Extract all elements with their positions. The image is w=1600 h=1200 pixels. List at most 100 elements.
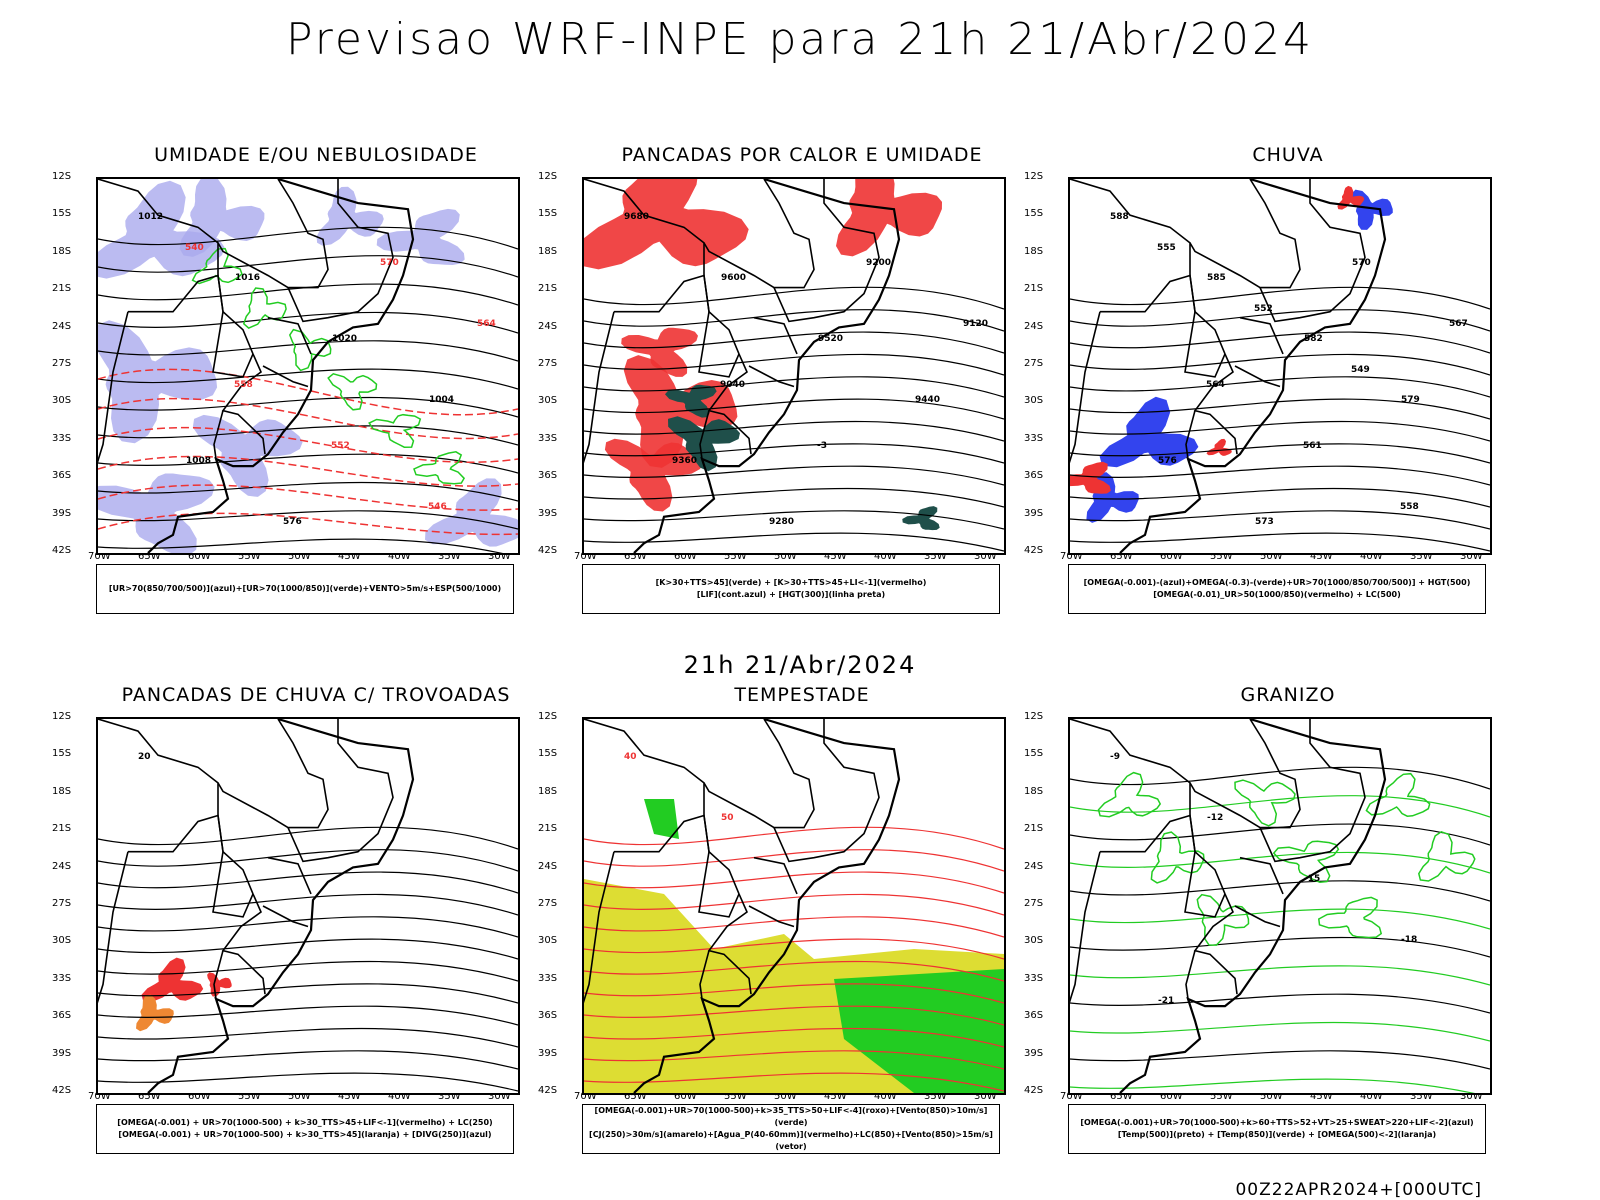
temp850-contour bbox=[1196, 893, 1250, 946]
coastline bbox=[633, 179, 901, 553]
thickness-line bbox=[98, 397, 518, 440]
lat-tick-label: 27S bbox=[1024, 898, 1044, 909]
contour-line bbox=[98, 311, 518, 334]
contour-line bbox=[584, 960, 1004, 982]
thickness-line bbox=[98, 455, 518, 487]
lat-tick-label: 36S bbox=[1024, 1010, 1044, 1022]
lat-tick-label: 30S bbox=[1024, 935, 1044, 947]
lon-tick-label: 40W bbox=[388, 551, 411, 562]
contour-line bbox=[584, 1027, 1004, 1048]
contour-label: 579 bbox=[1401, 395, 1420, 405]
border-line bbox=[262, 365, 309, 388]
thunderstorm-area bbox=[141, 957, 204, 1002]
wind-area bbox=[834, 969, 1004, 1093]
panel-hail: GRANIZO 12S 15S 18S 21S 24S 27S 30S 33S 36S 39S 42S… bbox=[1024, 684, 1528, 1154]
lon-tick-label: 70W bbox=[574, 551, 597, 562]
contour-line bbox=[1070, 908, 1490, 930]
contour-line bbox=[1070, 286, 1490, 310]
border-line bbox=[699, 950, 710, 1000]
coastline bbox=[1119, 179, 1387, 553]
lon-tick-label: 45W bbox=[1310, 551, 1333, 562]
legend-line: [CJ(250)>30m/s](amarelo)+[Agua_P(40-60mm… bbox=[589, 1130, 993, 1151]
border-line bbox=[98, 851, 129, 1004]
lon-tick-label: 35W bbox=[924, 551, 947, 562]
lon-tick-label: 60W bbox=[1160, 551, 1183, 562]
contour-line bbox=[1070, 420, 1490, 442]
contour-line bbox=[1070, 993, 1490, 1014]
contour-label: 582 bbox=[1304, 334, 1323, 344]
contour-label: 40 bbox=[624, 752, 637, 762]
lat-tick-label: 18S bbox=[52, 245, 72, 257]
lat-tick-label: 27S bbox=[52, 358, 72, 369]
contour-label: 552 bbox=[1254, 304, 1273, 314]
contour-label: 576 bbox=[1158, 456, 1177, 466]
border-line bbox=[584, 719, 752, 995]
panel-storm: TEMPESTADE 12S 15S 18S 21S 24S 27S 30S 33S 36S 39S… bbox=[538, 684, 1042, 1154]
border-line bbox=[753, 316, 798, 355]
lat-tick-label: 24S bbox=[1024, 860, 1044, 872]
contour-line bbox=[584, 1005, 1004, 1026]
humidity-contour bbox=[191, 247, 243, 285]
contour-label: 570 bbox=[1352, 258, 1371, 268]
contour-label: 9280 bbox=[769, 517, 794, 527]
panel-legend: [OMEGA(-0.001) + UR>70(1000-500) + k>30_… bbox=[96, 1104, 514, 1154]
lat-tick-label: 39S bbox=[538, 507, 558, 519]
lon-tick-label: 30W bbox=[488, 1091, 511, 1102]
lat-tick-label: 27S bbox=[1024, 358, 1044, 369]
contour-line bbox=[1070, 823, 1490, 846]
lon-tick-label: 50W bbox=[774, 1091, 797, 1102]
contour-label: -3 bbox=[817, 441, 827, 451]
contour-label: 570 bbox=[380, 258, 399, 268]
contour-line bbox=[98, 938, 518, 960]
panel-legend: [OMEGA(-0.001)-(azul)+OMEGA(-0.3)-(verde… bbox=[1068, 564, 1486, 614]
map-rain: 588 585 582 579 576 573 570 567 564 561 558 555 552 5… bbox=[1068, 177, 1492, 555]
lat-tick-label: 24S bbox=[538, 860, 558, 872]
lon-tick-label: 55W bbox=[238, 551, 261, 562]
lat-tick-label: 15S bbox=[538, 208, 558, 220]
lon-tick-label: 30W bbox=[974, 1091, 997, 1102]
lon-tick-label: 55W bbox=[1210, 1091, 1233, 1102]
lat-tick-label: 21S bbox=[1024, 823, 1044, 835]
border-line bbox=[217, 719, 329, 829]
contour-label: 9600 bbox=[721, 273, 746, 283]
contour-line bbox=[584, 849, 1004, 872]
border-line bbox=[217, 179, 329, 289]
contour-line bbox=[98, 226, 518, 250]
contour-line bbox=[584, 938, 1004, 960]
contour-line bbox=[1070, 1078, 1475, 1093]
border-line bbox=[1259, 179, 1366, 323]
border-line bbox=[213, 410, 224, 460]
contour-label: 540 bbox=[185, 243, 204, 253]
lon-tick-label: 70W bbox=[88, 1091, 111, 1102]
contour-line bbox=[98, 368, 518, 390]
contour-label: 588 bbox=[1110, 212, 1129, 222]
lon-tick-label: 60W bbox=[1160, 1091, 1183, 1102]
lat-tick-label: 42S bbox=[1024, 545, 1044, 556]
panel-rain: CHUVA 12S 15S 18S 21S 24S 27S 30S 33S 36S 39S 42S 70… bbox=[1024, 144, 1528, 614]
border-line bbox=[1234, 365, 1281, 388]
lon-tick-label: 45W bbox=[824, 551, 847, 562]
lon-tick-label: 70W bbox=[1060, 551, 1083, 562]
lat-tick-label: 36S bbox=[52, 470, 72, 482]
lat-tick-label: 12S bbox=[52, 171, 72, 182]
lat-tick-label: 33S bbox=[52, 972, 72, 984]
humidity-contour bbox=[368, 413, 422, 448]
contour-line bbox=[1070, 1050, 1490, 1070]
border-line bbox=[1070, 179, 1238, 455]
contour-label: 9680 bbox=[624, 212, 649, 222]
lat-tick-label: 39S bbox=[1024, 1047, 1044, 1059]
lon-tick-label: 50W bbox=[774, 551, 797, 562]
lat-tick-label: 39S bbox=[52, 507, 72, 519]
lat-tick-label: 33S bbox=[1024, 972, 1044, 984]
lon-tick-label: 45W bbox=[1310, 1091, 1333, 1102]
lon-tick-label: 35W bbox=[438, 1091, 461, 1102]
bottom-row-title: 21h 21/Abr/2024 bbox=[683, 651, 917, 679]
border-line bbox=[614, 274, 740, 378]
contour-line bbox=[98, 960, 518, 982]
contour-label: 1016 bbox=[235, 273, 260, 283]
temp850-contour bbox=[1234, 779, 1296, 827]
legend-line: [OMEGA(-0.001)+UR>70(1000-500)+k>35_TTS>… bbox=[594, 1106, 988, 1127]
border-line bbox=[1189, 179, 1301, 289]
convection-area bbox=[902, 506, 940, 531]
lon-tick-label: 55W bbox=[724, 1091, 747, 1102]
